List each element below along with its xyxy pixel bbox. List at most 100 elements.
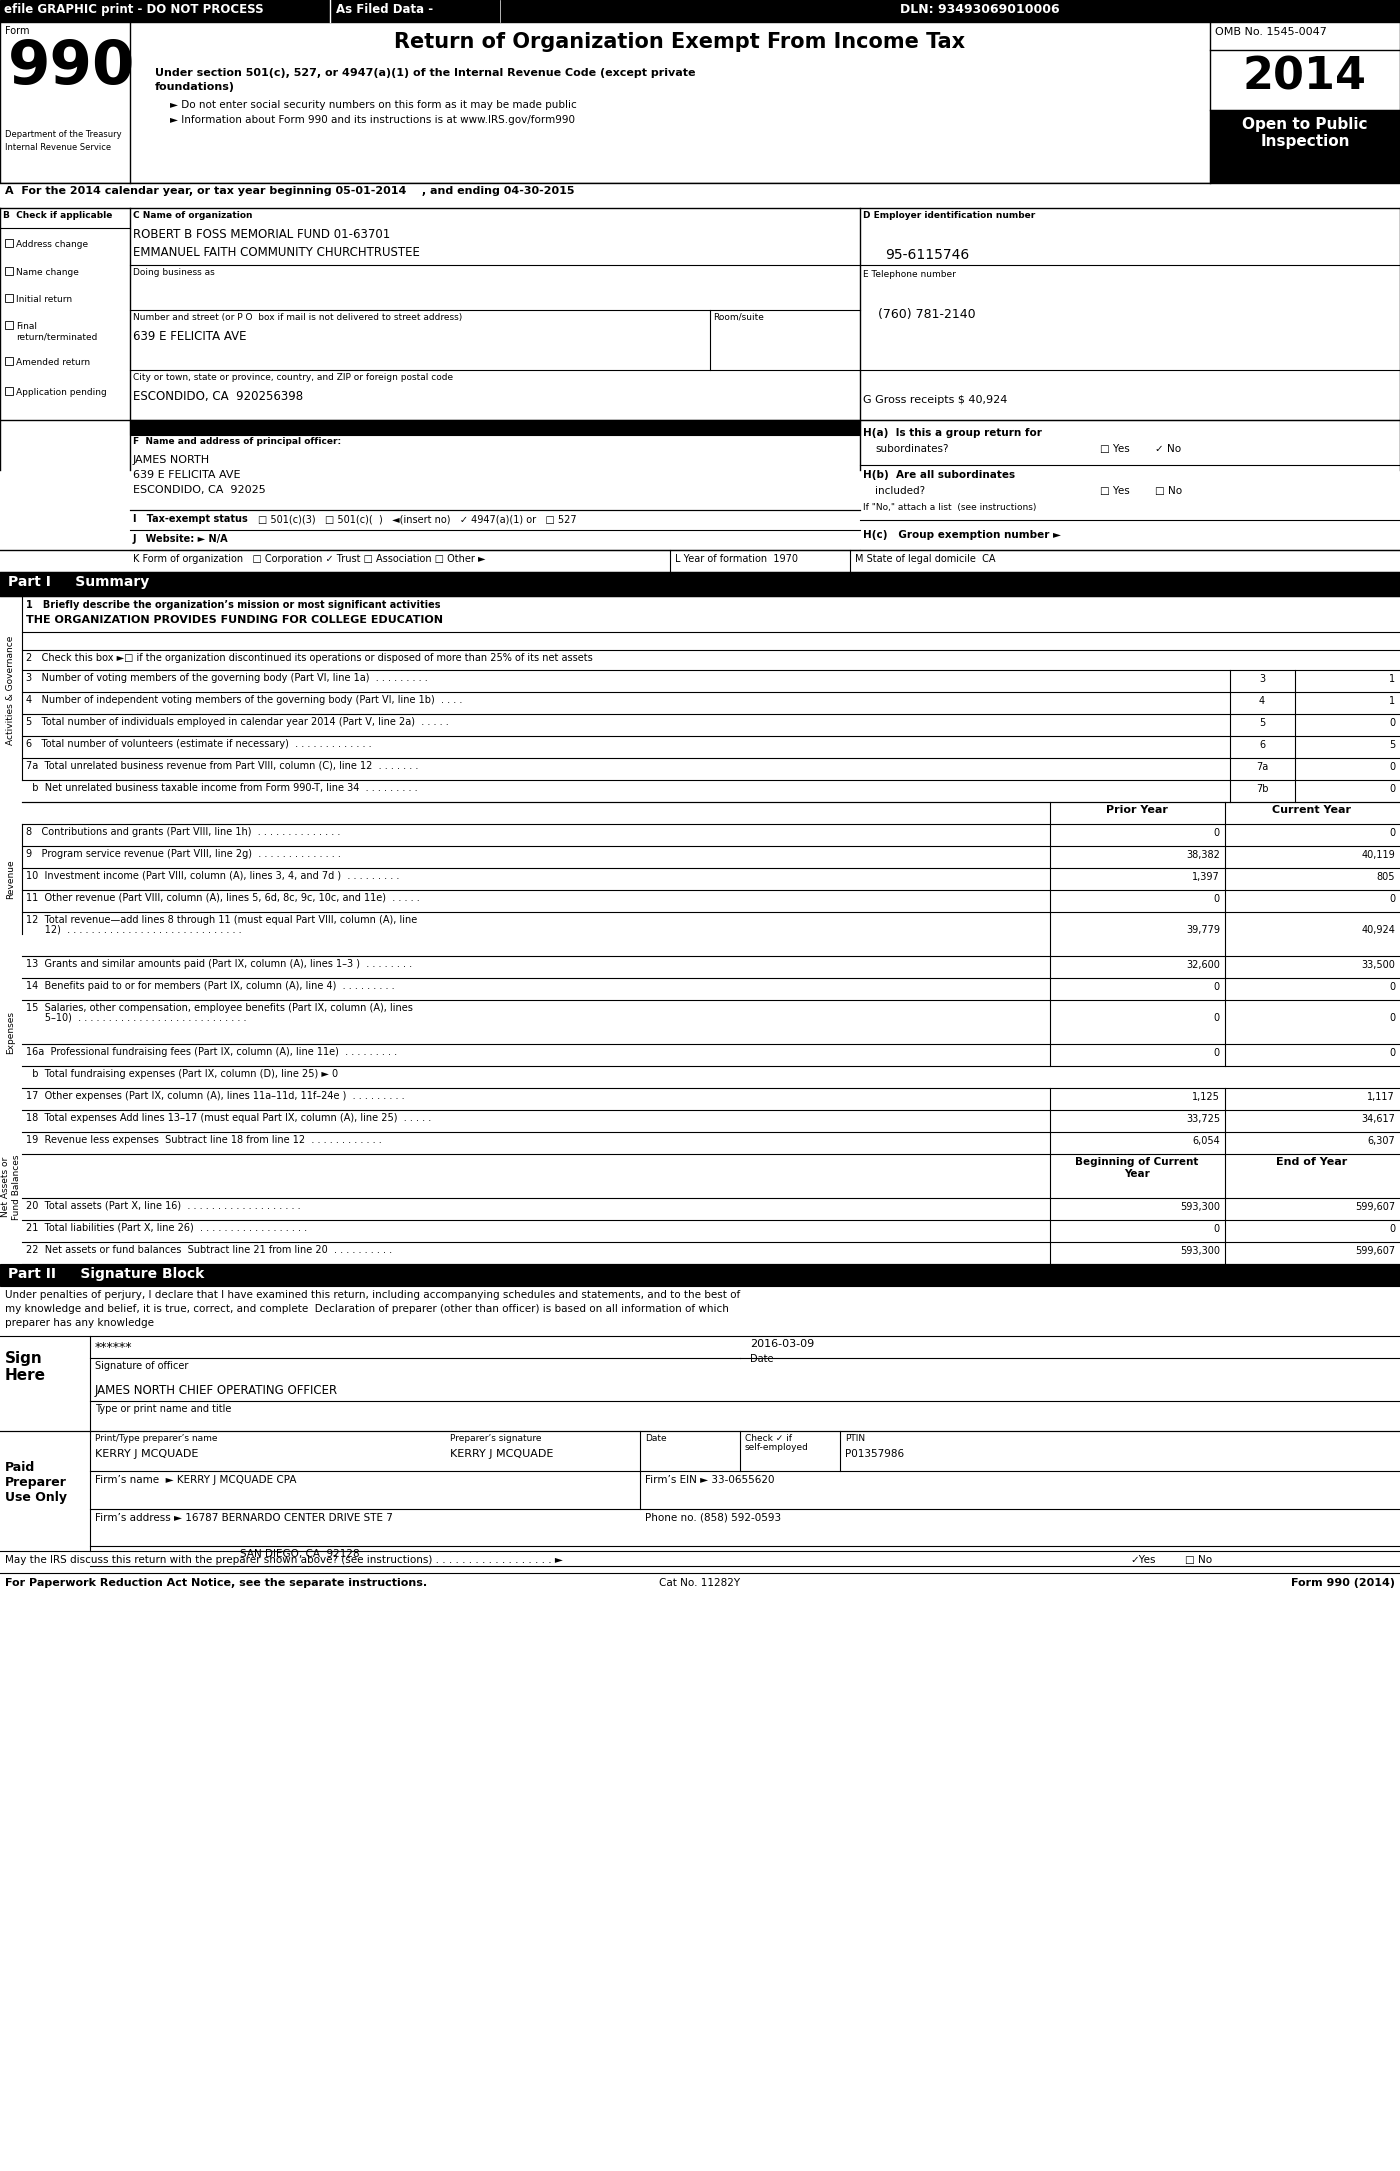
Text: Return of Organization Exempt From Income Tax: Return of Organization Exempt From Incom…: [395, 33, 966, 52]
Text: 0: 0: [1389, 894, 1394, 903]
Text: □ Yes: □ Yes: [1100, 486, 1130, 495]
Text: 6: 6: [1259, 740, 1266, 749]
Text: Date: Date: [645, 1435, 666, 1444]
Text: 34,617: 34,617: [1361, 1114, 1394, 1125]
Text: 22  Net assets or fund balances  Subtract line 21 from line 20  . . . . . . . . : 22 Net assets or fund balances Subtract …: [27, 1244, 392, 1255]
Text: 18  Total expenses Add lines 13–17 (must equal Part IX, column (A), line 25)  . : 18 Total expenses Add lines 13–17 (must …: [27, 1114, 431, 1122]
Text: 639 E FELICITA AVE: 639 E FELICITA AVE: [133, 330, 246, 343]
Text: H(a)  Is this a group return for: H(a) Is this a group return for: [862, 428, 1042, 439]
Text: H(b)  Are all subordinates: H(b) Are all subordinates: [862, 469, 1015, 480]
Text: Type or print name and title: Type or print name and title: [95, 1405, 231, 1413]
Bar: [1225, 1155, 1400, 1198]
Text: M State of legal domicile  CA: M State of legal domicile CA: [855, 554, 995, 564]
Text: OMB No. 1545-0047: OMB No. 1545-0047: [1215, 26, 1327, 37]
Text: 0: 0: [1389, 1014, 1394, 1023]
Text: ✓ No: ✓ No: [1155, 445, 1182, 454]
Text: 0: 0: [1214, 894, 1219, 903]
Bar: [6, 239, 13, 247]
Text: Name change: Name change: [15, 267, 78, 278]
Text: Part II     Signature Block: Part II Signature Block: [8, 1268, 204, 1281]
Text: Net Assets or
Fund Balances: Net Assets or Fund Balances: [1, 1155, 21, 1220]
Text: ESCONDIDO, CA  920256398: ESCONDIDO, CA 920256398: [133, 391, 304, 404]
Text: If "No," attach a list  (see instructions): If "No," attach a list (see instructions…: [862, 504, 1036, 512]
Text: 33,500: 33,500: [1361, 960, 1394, 970]
Text: Address change: Address change: [15, 241, 88, 250]
Text: 95-6115746: 95-6115746: [885, 247, 969, 263]
Text: 3: 3: [1259, 673, 1266, 684]
Text: Revenue: Revenue: [7, 860, 15, 899]
Text: 39,779: 39,779: [1186, 925, 1219, 936]
Text: 0: 0: [1389, 981, 1394, 992]
Text: DLN: 93493069010006: DLN: 93493069010006: [900, 2, 1060, 15]
Text: J   Website: ► N/A: J Website: ► N/A: [133, 534, 228, 545]
Text: 0: 0: [1214, 981, 1219, 992]
Text: B  Check if applicable: B Check if applicable: [3, 211, 112, 219]
Text: Application pending: Application pending: [15, 389, 106, 397]
Text: Expenses: Expenses: [7, 1012, 15, 1055]
Text: 0: 0: [1389, 762, 1394, 773]
Text: 805: 805: [1376, 873, 1394, 881]
Text: 10  Investment income (Part VIII, column (A), lines 3, 4, and 7d )  . . . . . . : 10 Investment income (Part VIII, column …: [27, 871, 399, 881]
Text: Form: Form: [6, 26, 29, 37]
Text: 38,382: 38,382: [1186, 851, 1219, 860]
Text: 3   Number of voting members of the governing body (Part VI, line 1a)  . . . . .: 3 Number of voting members of the govern…: [27, 673, 428, 684]
Text: □ Yes: □ Yes: [1100, 445, 1130, 454]
Text: 1,397: 1,397: [1193, 873, 1219, 881]
Bar: [6, 356, 13, 365]
Text: E Telephone number: E Telephone number: [862, 269, 956, 280]
Text: KERRY J MCQUADE: KERRY J MCQUADE: [95, 1448, 199, 1459]
Text: (760) 781-2140: (760) 781-2140: [878, 308, 976, 321]
Text: 6,054: 6,054: [1193, 1135, 1219, 1146]
Text: 0: 0: [1214, 1014, 1219, 1023]
Text: 6   Total number of volunteers (estimate if necessary)  . . . . . . . . . . . . : 6 Total number of volunteers (estimate i…: [27, 738, 371, 749]
Text: 33,725: 33,725: [1186, 1114, 1219, 1125]
Text: 2014: 2014: [1243, 54, 1366, 98]
Text: 32,600: 32,600: [1186, 960, 1219, 970]
Text: Form 990 (2014): Form 990 (2014): [1291, 1578, 1394, 1587]
Text: Doing business as: Doing business as: [133, 267, 214, 278]
Bar: [0, 22, 1400, 182]
Text: 599,607: 599,607: [1355, 1203, 1394, 1211]
Bar: [1050, 801, 1225, 825]
Text: efile GRAPHIC print - DO NOT PROCESS: efile GRAPHIC print - DO NOT PROCESS: [4, 2, 263, 15]
Text: Current Year: Current Year: [1273, 805, 1351, 814]
Text: b  Total fundraising expenses (Part IX, column (D), line 25) ► 0: b Total fundraising expenses (Part IX, c…: [27, 1068, 339, 1079]
Text: Beginning of Current
Year: Beginning of Current Year: [1075, 1157, 1198, 1179]
Text: 0: 0: [1389, 1049, 1394, 1057]
Text: ► Do not enter social security numbers on this form as it may be made public: ► Do not enter social security numbers o…: [169, 100, 577, 111]
Text: 5: 5: [1389, 740, 1394, 749]
Text: Cat No. 11282Y: Cat No. 11282Y: [659, 1578, 741, 1587]
Text: H(c)   Group exemption number ►: H(c) Group exemption number ►: [862, 530, 1061, 541]
Text: 5   Total number of individuals employed in calendar year 2014 (Part V, line 2a): 5 Total number of individuals employed i…: [27, 716, 449, 727]
Text: Phone no. (858) 592-0593: Phone no. (858) 592-0593: [645, 1513, 781, 1524]
Text: Amended return: Amended return: [15, 358, 90, 367]
Text: preparer has any knowledge: preparer has any knowledge: [6, 1318, 154, 1329]
Text: 12)  . . . . . . . . . . . . . . . . . . . . . . . . . . . . .: 12) . . . . . . . . . . . . . . . . . . …: [27, 925, 242, 936]
Text: 990: 990: [8, 39, 136, 98]
Text: 14  Benefits paid to or for members (Part IX, column (A), line 4)  . . . . . . .: 14 Benefits paid to or for members (Part…: [27, 981, 395, 990]
Text: 1   Briefly describe the organization’s mission or most significant activities: 1 Briefly describe the organization’s mi…: [27, 599, 441, 610]
Text: 21  Total liabilities (Part X, line 26)  . . . . . . . . . . . . . . . . . .: 21 Total liabilities (Part X, line 26) .…: [27, 1222, 307, 1233]
Text: Room/suite: Room/suite: [713, 313, 764, 321]
Text: THE ORGANIZATION PROVIDES FUNDING FOR COLLEGE EDUCATION: THE ORGANIZATION PROVIDES FUNDING FOR CO…: [27, 614, 442, 625]
Text: 1,125: 1,125: [1193, 1092, 1219, 1103]
Bar: [6, 386, 13, 395]
Text: Final
return/terminated: Final return/terminated: [15, 321, 98, 341]
Bar: [1210, 111, 1400, 182]
Text: Open to Public
Inspection: Open to Public Inspection: [1242, 117, 1368, 150]
Text: 7a: 7a: [1256, 762, 1268, 773]
Text: As Filed Data -: As Filed Data -: [336, 2, 433, 15]
Text: 0: 0: [1389, 784, 1394, 795]
Text: 2   Check this box ►□ if the organization discontinued its operations or dispose: 2 Check this box ►□ if the organization …: [27, 653, 592, 662]
Text: 2016-03-09: 2016-03-09: [750, 1340, 815, 1348]
Text: G Gross receipts $ 40,924: G Gross receipts $ 40,924: [862, 395, 1008, 406]
Text: 12  Total revenue—add lines 8 through 11 (must equal Part VIII, column (A), line: 12 Total revenue—add lines 8 through 11 …: [27, 914, 417, 925]
Bar: [1050, 1155, 1225, 1198]
Text: Sign
Here: Sign Here: [6, 1350, 46, 1383]
Text: 8   Contributions and grants (Part VIII, line 1h)  . . . . . . . . . . . . . .: 8 Contributions and grants (Part VIII, l…: [27, 827, 340, 838]
Text: foundations): foundations): [155, 82, 235, 91]
Bar: [0, 571, 1400, 597]
Text: ******: ******: [95, 1342, 133, 1355]
Bar: [6, 267, 13, 276]
Text: Firm’s name  ► KERRY J MCQUADE CPA: Firm’s name ► KERRY J MCQUADE CPA: [95, 1474, 297, 1485]
